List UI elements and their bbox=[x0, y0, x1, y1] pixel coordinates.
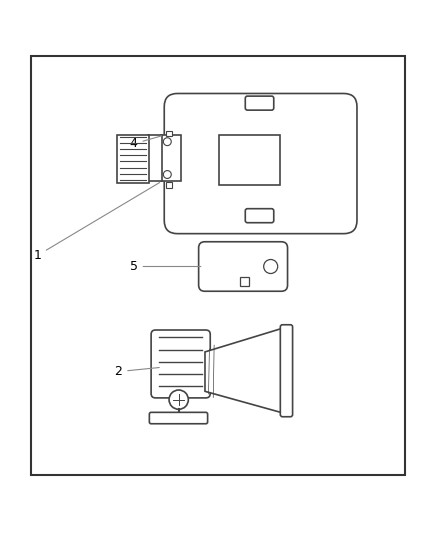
Polygon shape bbox=[205, 328, 284, 413]
Circle shape bbox=[163, 138, 171, 146]
Text: 5: 5 bbox=[130, 260, 201, 273]
Text: 2: 2 bbox=[114, 365, 159, 378]
FancyBboxPatch shape bbox=[149, 413, 208, 424]
Text: 1: 1 bbox=[33, 182, 160, 262]
FancyBboxPatch shape bbox=[31, 56, 405, 474]
FancyBboxPatch shape bbox=[148, 135, 162, 181]
Circle shape bbox=[163, 171, 171, 179]
FancyBboxPatch shape bbox=[166, 131, 172, 136]
Text: 4: 4 bbox=[130, 136, 162, 150]
FancyBboxPatch shape bbox=[161, 135, 181, 181]
Circle shape bbox=[169, 390, 188, 409]
FancyBboxPatch shape bbox=[240, 277, 249, 286]
Circle shape bbox=[264, 260, 278, 273]
FancyBboxPatch shape bbox=[117, 135, 149, 183]
FancyBboxPatch shape bbox=[280, 325, 293, 417]
FancyBboxPatch shape bbox=[245, 96, 274, 110]
FancyBboxPatch shape bbox=[199, 242, 287, 291]
FancyBboxPatch shape bbox=[151, 330, 210, 398]
FancyBboxPatch shape bbox=[245, 209, 274, 223]
FancyBboxPatch shape bbox=[166, 182, 172, 188]
FancyBboxPatch shape bbox=[219, 135, 280, 185]
FancyBboxPatch shape bbox=[164, 93, 357, 233]
